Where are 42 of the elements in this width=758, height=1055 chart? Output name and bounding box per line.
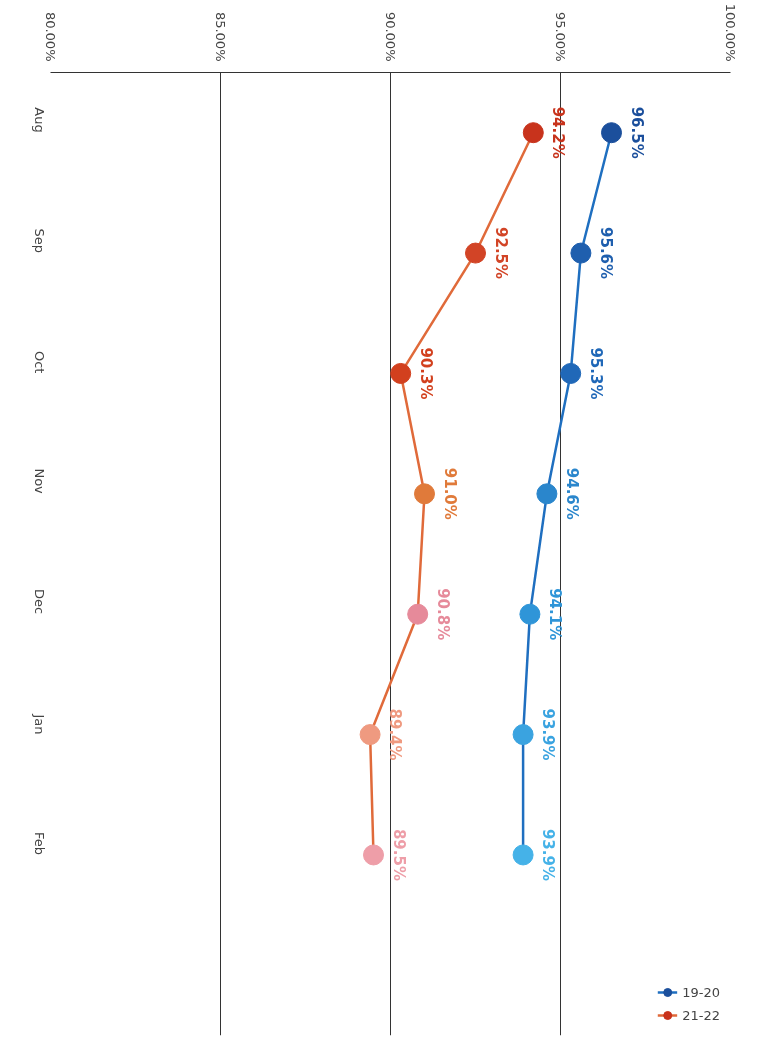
data-label: 89.5% [389, 828, 408, 881]
data-label: 91.0% [440, 467, 459, 520]
legend-label: 21-22 [682, 1007, 720, 1023]
x-tick-label: 85.00% [213, 11, 228, 62]
point [407, 603, 429, 625]
point [359, 724, 381, 746]
data-label: 89.4% [386, 708, 405, 761]
y-tick-label: Dec [32, 589, 47, 615]
point [390, 362, 412, 384]
x-tick-label: 95.00% [553, 11, 568, 62]
x-tick-label: 100.00% [723, 3, 738, 62]
data-label: 95.3% [586, 347, 605, 400]
data-label: 96.5% [627, 106, 646, 159]
y-tick-label: Feb [32, 831, 47, 855]
point [536, 483, 558, 505]
point [465, 242, 486, 264]
data-label: 93.9% [539, 828, 558, 881]
data-label: 94.1% [545, 588, 564, 641]
legend-label: 19-20 [682, 984, 720, 1000]
x-tick-label: 90.00% [383, 11, 398, 62]
point [560, 362, 582, 384]
point [522, 122, 544, 144]
y-tick-label: Oct [32, 350, 47, 374]
data-label: 95.6% [596, 227, 615, 280]
point [363, 844, 384, 866]
y-tick-label: Jan [32, 713, 47, 735]
data-label: 92.5% [491, 227, 510, 280]
point [512, 844, 534, 866]
point [519, 603, 541, 625]
point [601, 122, 622, 144]
data-label: 93.9% [539, 708, 558, 761]
y-tick-label: Sep [32, 228, 47, 254]
x-tick-label: 80.00% [43, 11, 58, 62]
point [512, 724, 534, 746]
data-label: 90.3% [416, 347, 435, 400]
data-label: 90.8% [433, 588, 452, 641]
data-label: 94.2% [549, 106, 568, 159]
point [570, 242, 592, 264]
point [414, 483, 435, 505]
data-label: 94.6% [562, 467, 581, 520]
y-tick-label: Aug [32, 107, 47, 133]
y-tick-label: Nov [32, 468, 47, 495]
